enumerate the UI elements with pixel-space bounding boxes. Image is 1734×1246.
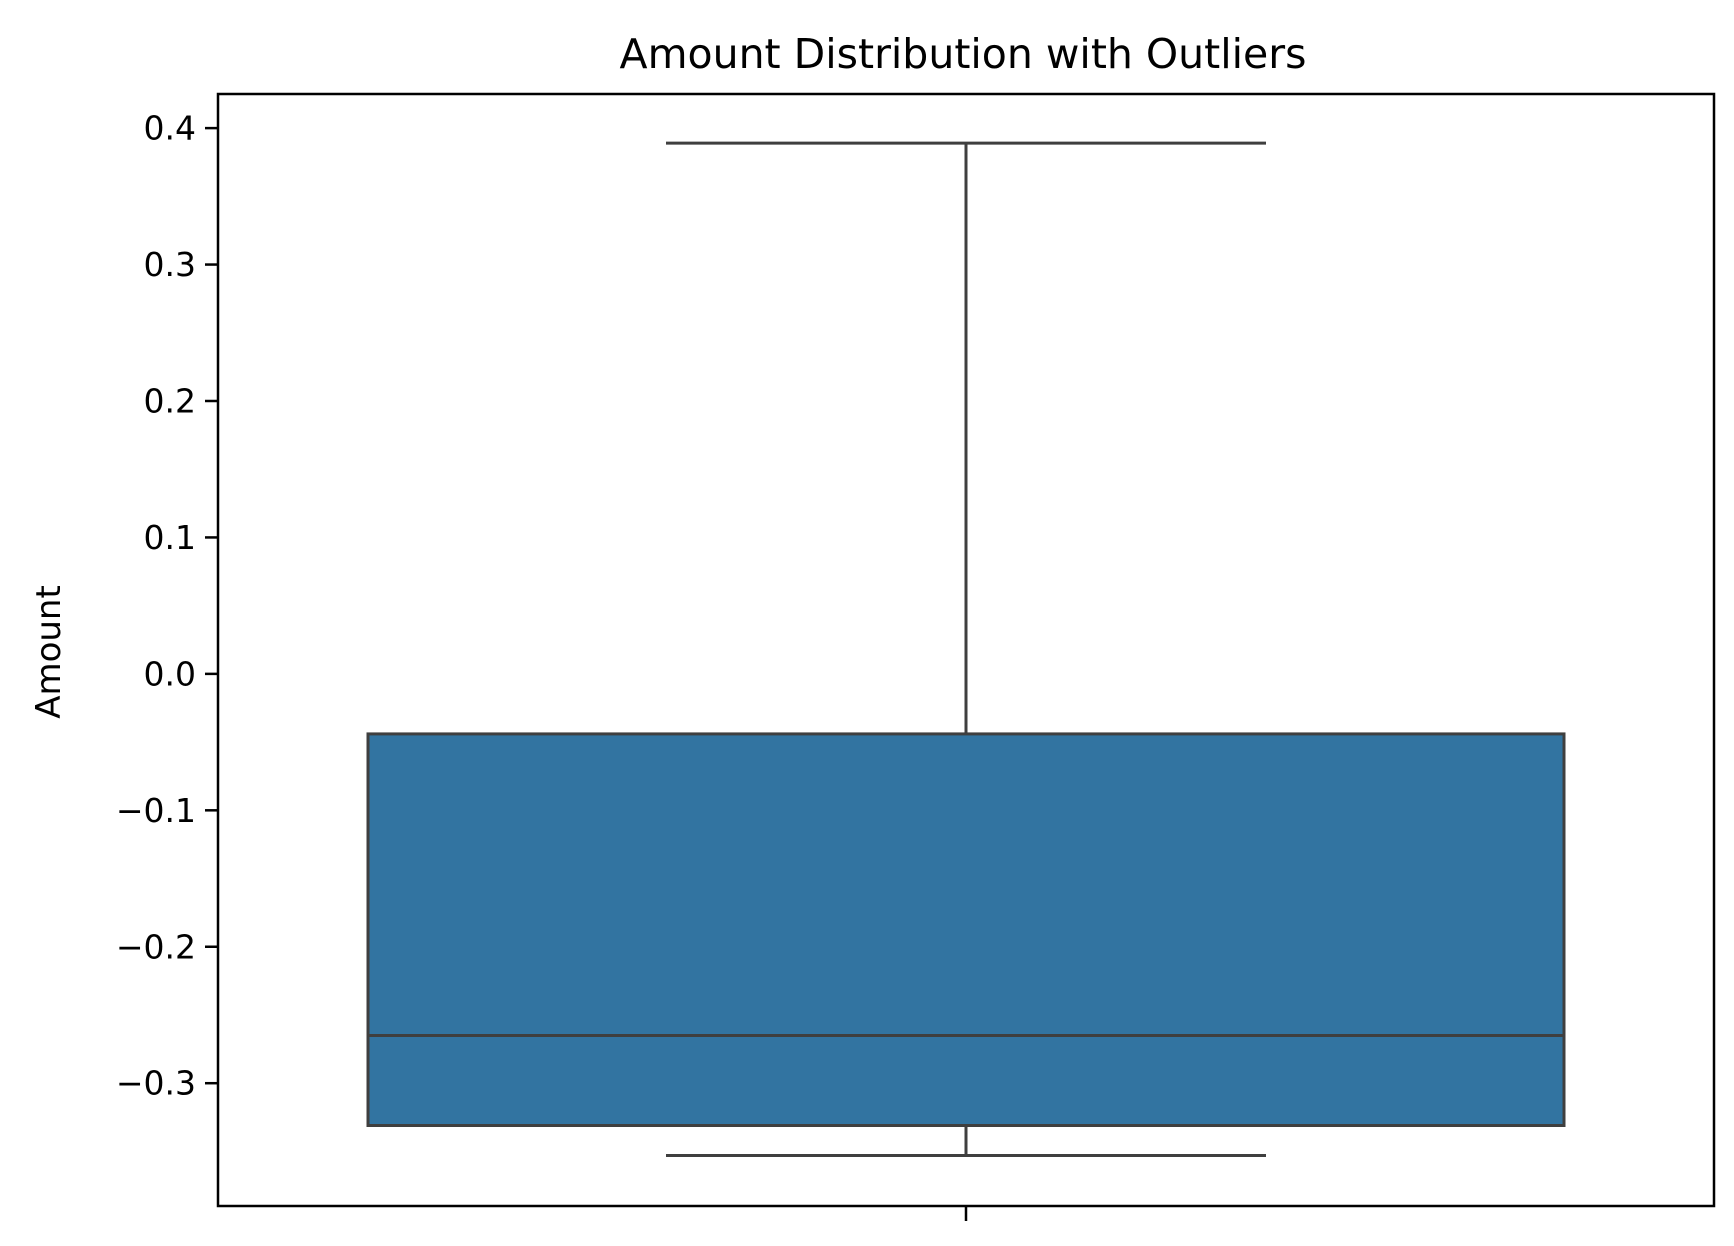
y-tick-label: 0.0 xyxy=(144,654,196,693)
y-tick-label: 0.2 xyxy=(144,381,196,420)
box-group xyxy=(366,141,1566,1158)
y-tick-label: 0.4 xyxy=(144,109,196,148)
chart-title: Amount Distribution with Outliers xyxy=(620,30,1307,78)
y-tick-label: 0.1 xyxy=(144,518,196,557)
y-axis-ticks: −0.3 −0.2 −0.1 0.0 0.1 0.2 0.3 0.4 xyxy=(116,109,218,1103)
y-tick-label: −0.3 xyxy=(116,1064,196,1103)
y-axis-label: Amount xyxy=(29,585,69,719)
y-tick-label: 0.3 xyxy=(144,245,196,284)
y-tick-label: −0.1 xyxy=(116,791,196,830)
iqr-box xyxy=(366,732,1566,1127)
y-tick-label: −0.2 xyxy=(116,927,196,966)
